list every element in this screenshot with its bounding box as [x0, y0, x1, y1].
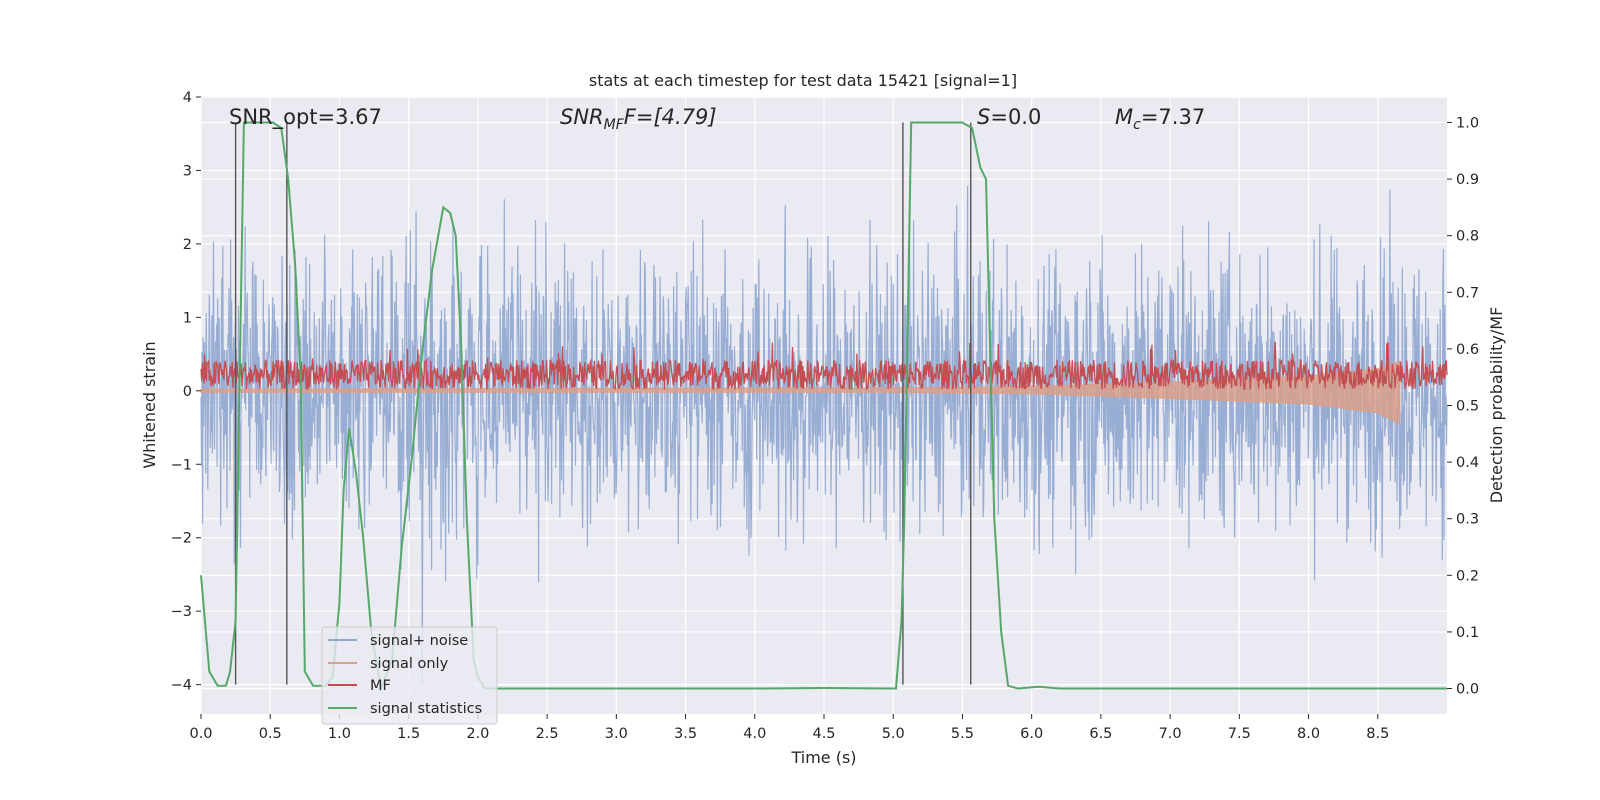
x-tick-label: 4.0	[743, 726, 766, 742]
legend-label-signal-statistics: signal statistics	[370, 701, 482, 717]
y-right-tick-label: 0.6	[1456, 342, 1479, 358]
y-left-tick-label: 2	[183, 237, 192, 253]
annotation-s-symbol: S	[977, 105, 990, 129]
x-tick-label: 3.5	[674, 726, 697, 742]
y-right-tick-label: 0.2	[1456, 568, 1479, 584]
x-tick-label: 1.0	[328, 726, 351, 742]
signal-only-band	[200, 360, 1401, 425]
x-tick-label: 2.0	[466, 726, 489, 742]
annotation-s: S=0.0	[977, 105, 1041, 129]
y-right-tick-label: 0.9	[1456, 172, 1479, 188]
y-right-tick-label: 0.5	[1456, 399, 1479, 415]
y-axis-left-ticks: 4 3 2 1 0 −1 −2 −3 −4	[171, 90, 201, 694]
annotation-mc-subscript: c	[1133, 117, 1141, 133]
legend-box	[321, 626, 498, 725]
x-axis-ticks: 0.0 0.5 1.0 1.5 2.0 2.5 3.0 3.5 4.0 4.5 5.0 5.5 6.0 6…	[189, 714, 1389, 742]
x-tick-label: 2.5	[536, 726, 559, 742]
x-tick-label: 3.0	[605, 726, 628, 742]
x-tick-label: 0.5	[259, 726, 282, 742]
y-right-tick-label: 0.4	[1456, 455, 1479, 471]
legend-label-signal-noise: signal+ noise	[370, 633, 468, 649]
mf-line	[200, 341, 1448, 391]
y-right-tick-label: 0.1	[1456, 625, 1479, 641]
y-left-tick-label: 3	[183, 163, 192, 179]
y-left-tick-label: −3	[171, 604, 192, 620]
legend-label-mf: MF	[370, 678, 391, 694]
legend: signal+ noise signal only MF signal stat…	[321, 626, 498, 725]
mf-series	[200, 341, 1448, 391]
annotation-snr-mf-value: F=[4.79]	[624, 105, 717, 129]
annotation-mc-symbol: M	[1115, 105, 1133, 129]
y-axis-left-label: Whitened strain	[140, 341, 159, 468]
annotation-snr-opt: SNR_opt=3.67	[229, 105, 382, 130]
y-right-tick-label: 0.8	[1456, 229, 1479, 245]
chart-title: stats at each timestep for test data 154…	[589, 71, 1017, 90]
y-left-tick-label: −2	[171, 531, 192, 547]
x-tick-label: 0.0	[189, 726, 212, 742]
y-left-tick-label: −4	[171, 678, 192, 694]
x-tick-label: 6.0	[1020, 726, 1043, 742]
x-axis-label: Time (s)	[790, 748, 856, 767]
x-tick-label: 1.5	[397, 726, 420, 742]
x-tick-label: 7.0	[1159, 726, 1182, 742]
signal-statistics-line	[200, 121, 1447, 693]
x-tick-label: 7.5	[1228, 726, 1251, 742]
x-tick-label: 5.5	[951, 726, 974, 742]
y-axis-right-label: Detection probability/MF	[1487, 307, 1506, 504]
y-right-tick-label: 0.0	[1456, 682, 1479, 698]
x-tick-label: 4.5	[812, 726, 835, 742]
y-axis-right-ticks: 1.0 0.9 0.8 0.7 0.6 0.5 0.4 0.3 0.2 0.1 0.0	[1447, 115, 1479, 698]
annotation-snr-mf-symbol: SNR	[560, 105, 604, 129]
annotation-s-value: =0.0	[990, 105, 1041, 129]
annotation-mc-value: =7.37	[1141, 105, 1205, 129]
legend-label-signal-only: signal only	[370, 656, 449, 672]
annotation-snr-mf-subscript: MF	[604, 117, 625, 133]
y-left-tick-label: 1	[183, 310, 192, 326]
y-right-tick-label: 0.3	[1456, 512, 1479, 528]
y-left-tick-label: −1	[171, 457, 192, 473]
annotation-snr-mf: SNRMFF=[4.79]	[560, 105, 717, 133]
x-tick-label: 6.5	[1089, 726, 1112, 742]
x-tick-label: 8.5	[1366, 726, 1389, 742]
y-right-tick-label: 1.0	[1456, 115, 1479, 131]
signal-statistics-series	[200, 121, 1447, 693]
y-right-tick-label: 0.7	[1456, 285, 1479, 301]
x-tick-label: 5.0	[882, 726, 905, 742]
y-left-tick-label: 0	[183, 384, 192, 400]
signal-only-series	[200, 360, 1401, 425]
y-left-tick-label: 4	[183, 90, 192, 106]
x-tick-label: 8.0	[1297, 726, 1320, 742]
annotation-mc: Mc=7.37	[1115, 105, 1205, 133]
